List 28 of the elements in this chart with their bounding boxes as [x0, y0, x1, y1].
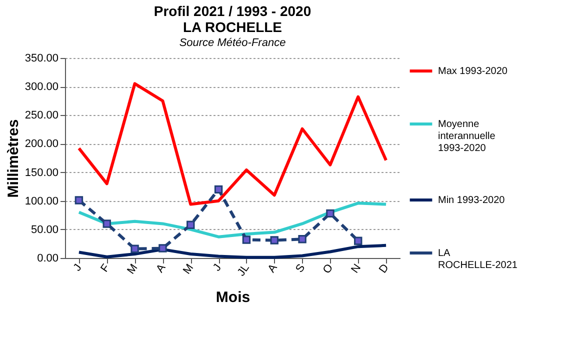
- chart-subtitle: Source Météo-France: [179, 37, 286, 49]
- y-tick-label: 350.00: [24, 52, 58, 64]
- x-tick-label: J: [71, 262, 84, 274]
- x-tick-label: A: [266, 262, 280, 275]
- x-tick-label: D: [377, 262, 392, 276]
- x-tick-label: N: [349, 262, 364, 276]
- legend-label: Max 1993-2020: [438, 66, 508, 77]
- x-tick-label: M: [125, 262, 140, 276]
- x-tick-label: A: [154, 262, 168, 275]
- x-tick-label: M: [180, 262, 196, 276]
- y-tick-label: 100.00: [24, 195, 58, 208]
- y-tick-label: 200.00: [24, 138, 58, 150]
- y-tick-label: 300.00: [24, 81, 58, 94]
- x-tick-label: F: [98, 262, 112, 274]
- x-tick-label: J: [210, 262, 224, 274]
- x-tick-label: JL: [235, 262, 252, 278]
- y-tick-label: 50.00: [30, 224, 58, 236]
- x-tick-label: S: [294, 262, 308, 275]
- chart-title: Profil 2021 / 1993 - 2020 LA ROCHELLE: [154, 3, 312, 35]
- legend-label: LA ROCHELLE-2021: [438, 248, 518, 271]
- legend-label: Min 1993-2020: [438, 195, 506, 206]
- y-tick-label: 0.00: [37, 252, 58, 264]
- legend-label: Moyenne interannuelle 1993-2020: [438, 119, 496, 154]
- y-tick-label: 150.00: [24, 166, 58, 179]
- x-tick-label: O: [320, 262, 336, 276]
- x-axis-title: Mois: [216, 288, 250, 306]
- y-axis-title: Millimètres: [4, 119, 22, 198]
- y-tick-label: 250.00: [24, 110, 58, 122]
